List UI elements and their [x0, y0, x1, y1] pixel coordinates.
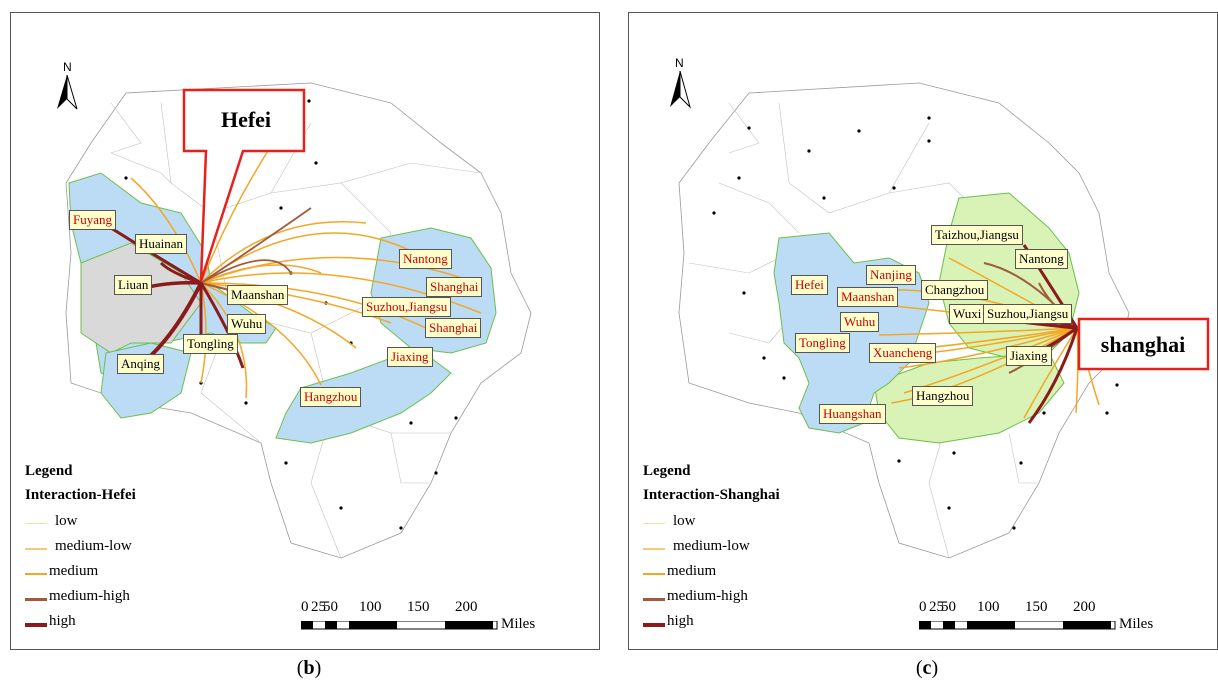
legend-item-label: medium	[49, 563, 99, 579]
legend-swatch	[643, 523, 665, 524]
legend-swatch	[25, 598, 47, 601]
scale-tick-label: 25	[311, 599, 326, 615]
city-label: Wuhu	[227, 314, 267, 334]
legend-swatch	[25, 548, 47, 550]
city-dots	[712, 116, 1119, 530]
legend-swatch	[643, 623, 665, 627]
scale-bar-hefei: 0 25 50 100 150 200 Miles	[301, 599, 561, 639]
city-label: Anqing	[117, 354, 164, 374]
scale-tick-label: 0	[919, 599, 927, 615]
caption-c: (c)	[915, 657, 939, 679]
city-label: Hefei	[791, 275, 828, 295]
north-arrow-icon: N	[57, 60, 78, 110]
city-label: Fuyang	[69, 210, 116, 230]
city-label: Nanjing	[866, 265, 916, 285]
scale-tick-label: 0	[301, 599, 309, 615]
city-label: Suzhou,Jiangsu	[983, 304, 1073, 324]
svg-text:shanghai: shanghai	[1101, 332, 1185, 357]
city-label: Maanshan	[837, 287, 899, 307]
city-label: Liuan	[114, 275, 153, 295]
legend-title: Legend	[643, 463, 691, 479]
legend-title: Legend	[25, 463, 73, 479]
scale-tick-label: 150	[407, 599, 430, 615]
legend-item-label: medium-low	[55, 538, 132, 554]
focus-callout-shanghai: shanghai	[1077, 317, 1210, 371]
scale-tick-label: 100	[359, 599, 382, 615]
legend-item-label: medium-low	[673, 538, 750, 554]
city-label: Hangzhou	[912, 386, 974, 406]
city-label: Huangshan	[819, 404, 886, 424]
scale-unit: Miles	[1119, 616, 1154, 632]
city-label: Tongling	[183, 334, 238, 354]
north-arrow-icon: N	[670, 56, 691, 109]
scale-tick-label: 200	[1073, 599, 1096, 615]
caption-b: (b)	[296, 657, 322, 679]
city-label: Jiaxing	[387, 347, 433, 367]
svg-text:Hefei: Hefei	[221, 107, 271, 132]
city-label: Shanghai	[425, 318, 482, 338]
scale-tick-label: 200	[455, 599, 478, 615]
legend-item-label: medium-high	[49, 588, 130, 604]
city-label: Wuhu	[840, 312, 880, 332]
legend-subtitle: Interaction-Shanghai	[643, 487, 780, 503]
scale-tick-label: 150	[1025, 599, 1048, 615]
city-label: Taizhou,Jiangsu	[931, 225, 1023, 245]
flow-lines-hefei	[110, 102, 482, 399]
legend-swatch	[25, 573, 47, 575]
legend-item-label: low	[55, 513, 78, 529]
scale-tick-label: 50	[941, 599, 956, 615]
city-label: Jiaxing	[1006, 346, 1052, 366]
scale-bar-shanghai: 0 25 50 100 150 200 Miles	[919, 599, 1179, 639]
scale-tick-label: 25	[929, 599, 944, 615]
region-zhejiang	[275, 357, 452, 444]
scale-tick-label: 50	[323, 599, 338, 615]
legend-swatch	[643, 573, 665, 575]
legend-item-label: high	[667, 613, 694, 629]
legend-swatch	[25, 523, 47, 524]
city-label: Suzhou,Jiangsu	[362, 297, 452, 317]
focus-callout-hefei: Hefei	[182, 88, 306, 282]
legend-swatch	[643, 548, 665, 550]
legend-swatch	[643, 598, 665, 601]
legend-item-label: high	[49, 613, 76, 629]
city-label: Maanshan	[227, 285, 289, 305]
scale-tick-label: 100	[977, 599, 1000, 615]
legend-item-label: medium-high	[667, 588, 748, 604]
city-label: Tongling	[795, 333, 850, 353]
legend-item-label: low	[673, 513, 696, 529]
svg-text:N: N	[63, 60, 72, 74]
legend-subtitle: Interaction-Hefei	[25, 487, 136, 503]
scale-bar-graphic	[301, 621, 498, 630]
city-label: Wuxi	[949, 304, 986, 324]
legend-item-label: medium	[667, 563, 717, 579]
city-label: Hangzhou	[300, 387, 362, 407]
city-label: Nantong	[399, 249, 452, 269]
map-panel-hefei: N Hefei Fuyang Huainan Liuan Maanshan Wuhu To…	[10, 12, 600, 650]
scale-bar-graphic	[919, 621, 1116, 630]
city-label: Huainan	[135, 234, 188, 254]
legend-swatch	[25, 623, 47, 627]
map-panel-shanghai: N shanghai Taizhou,Jiangsu Nantong Nanjing…	[628, 12, 1218, 650]
scale-unit: Miles	[501, 616, 536, 632]
region-outline	[678, 82, 1130, 559]
city-label: Changzhou	[921, 280, 989, 300]
svg-text:N: N	[675, 56, 684, 70]
city-label: Shanghai	[426, 277, 483, 297]
city-label: Nantong	[1015, 249, 1068, 269]
city-label: Xuancheng	[869, 343, 937, 363]
